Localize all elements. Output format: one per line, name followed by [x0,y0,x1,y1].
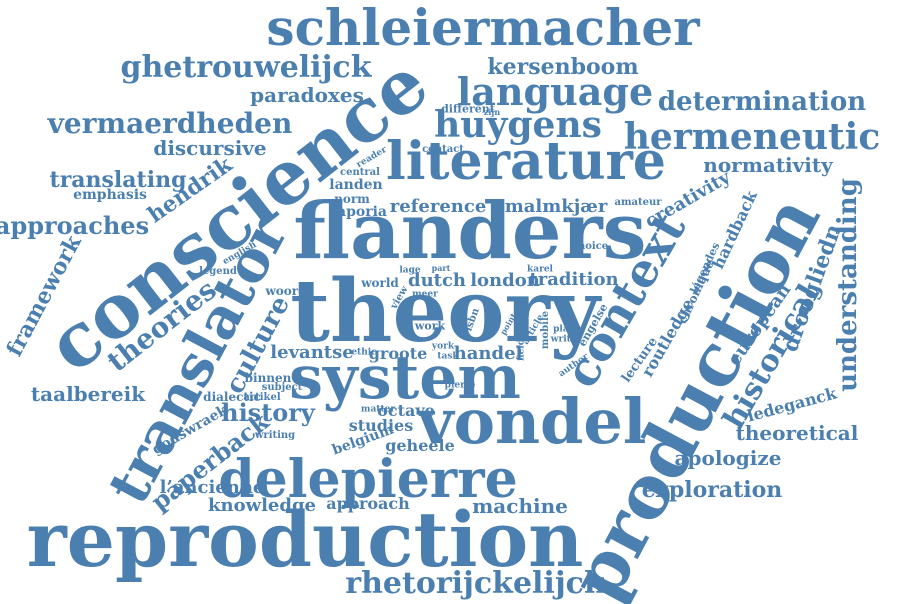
word-levantse: levantse [270,342,354,363]
word-dutch: dutch [407,270,467,291]
word-ghetrouwelijck: ghetrouwelijck [120,50,372,85]
word-karel: karel [527,264,553,275]
word-lancienne: l’ancienne [159,477,265,498]
word-matter: matter [360,404,396,415]
word-different: different [441,102,495,116]
word-woord: woord [265,284,307,298]
word-emphasis: emphasis [73,187,147,203]
word-system: system [289,343,521,413]
word-lage: lage [399,265,421,276]
word-kersenboom: kersenboom [487,54,639,80]
word-landen: landen [329,177,383,193]
word-schleiermacher: schleiermacher [266,0,700,57]
word-pierre: pierre [444,380,476,391]
word-part: part [431,263,451,273]
word-world: world [361,276,399,290]
word-vondel: vondel [417,385,647,458]
word-language: language [456,69,654,114]
word-theory: theory [290,261,600,362]
word-malmkjaer: malmkjær [504,196,608,217]
word-meer: meer [412,289,438,300]
word-paradoxes: paradoxes [250,83,364,107]
word-subject: subject [261,382,303,393]
word-discursive: discursive [153,136,267,160]
word-octave: octave [377,401,435,420]
word-legend: legend [199,266,237,277]
word-choice: choice [571,241,609,252]
word-apologize: apologize [674,446,782,470]
word-binnen: binnen [244,371,292,385]
word-normativity: normativity [703,153,833,177]
word-delepierre: delepierre [218,449,518,510]
word-rhetorijckelijck: rhetorijckelijck [345,566,605,601]
word-zijn: zijn [483,107,501,117]
word-history: history [221,398,315,427]
word-groote: groote [368,344,428,363]
word-artikel: artikel [243,392,281,403]
word-theoretical: theoretical [735,421,859,445]
word-tradition: tradition [529,269,619,290]
word-contact: contact [422,144,464,155]
word-approach: approach [326,494,410,513]
word-machine: machine [472,494,568,518]
word-amateur: amateur [614,197,662,208]
word-hermeneutic: hermeneutic [623,116,881,158]
word-reference: reference [389,196,487,217]
word-mobile: mobile [540,310,551,350]
word-literature: literature [385,131,667,192]
word-exploration: exploration [641,477,783,503]
word-task: task [437,351,459,362]
word-determination: determination [657,87,867,117]
word-dialectic: dialectic [203,390,261,404]
word-flanders: flanders [293,186,647,277]
word-geheele: geheele [385,436,455,455]
word-approaches: approaches [0,211,150,240]
word-work: work [414,319,446,333]
word-reproduction: reproduction [26,495,584,584]
word-understanding: understanding [833,178,863,392]
word-taalbereik: taalbereik [30,382,146,406]
word-translating: translating [49,167,187,193]
word-handel: handel [453,343,523,364]
word-vermaerdheden: vermaerdheden [47,107,293,140]
word-knowledge: knowledge [208,495,316,516]
word-aporia: aporia [337,204,387,220]
word-york: york [431,341,455,352]
word-ethic: ethic [351,347,377,358]
word-central: central [340,167,380,178]
word-studies: studies [348,416,414,435]
word-writing: writing [254,430,296,441]
word-norm: norm [334,192,370,206]
word-writer: writer [550,334,582,345]
word-plato: plato [553,324,579,335]
word-london: london [470,270,540,291]
word-huygens: huygens [434,104,602,146]
